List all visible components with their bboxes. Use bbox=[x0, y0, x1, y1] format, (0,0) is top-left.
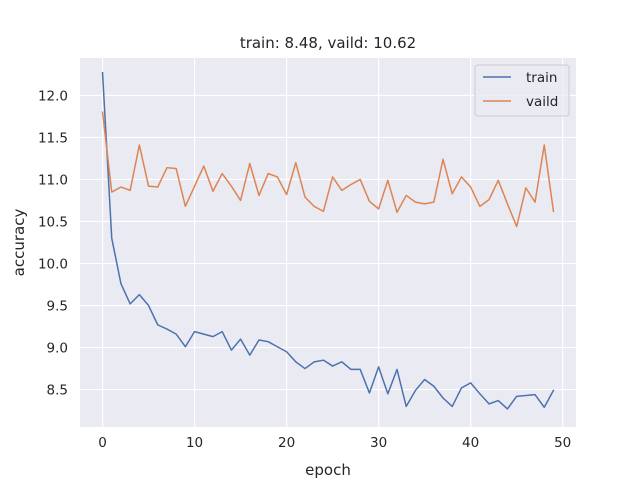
y-tick-label: 8.5 bbox=[47, 383, 68, 399]
y-axis-label: accuracy bbox=[10, 209, 28, 277]
x-axis-label: epoch bbox=[305, 461, 351, 479]
y-tick-label: 10.0 bbox=[38, 257, 68, 273]
y-tick-label: 9.0 bbox=[47, 341, 68, 357]
grid-lines bbox=[80, 58, 576, 427]
y-tick-label: 9.5 bbox=[47, 299, 68, 315]
tick-labels: 0 10 20 30 40 50 8.5 9.0 9.5 10.0 10.5 11.0 11.5 12.0 bbox=[38, 88, 571, 451]
legend: train vaild bbox=[474, 64, 570, 117]
y-tick-label: 12.0 bbox=[38, 88, 68, 104]
series-layer bbox=[101, 71, 555, 410]
chart-title: train: 8.48, vaild: 10.62 bbox=[240, 34, 416, 52]
x-tick-label: 30 bbox=[370, 435, 387, 451]
legend-label-train: train bbox=[526, 70, 557, 86]
series-line-train bbox=[101, 71, 555, 410]
x-tick-label: 40 bbox=[462, 435, 479, 451]
x-tick-label: 50 bbox=[554, 435, 571, 451]
y-tick-label: 10.5 bbox=[38, 214, 68, 230]
x-tick-label: 0 bbox=[98, 435, 107, 451]
y-tick-label: 11.0 bbox=[38, 172, 68, 188]
x-tick-label: 20 bbox=[278, 435, 295, 451]
plot-area bbox=[80, 58, 576, 427]
legend-label-vaild: vaild bbox=[526, 94, 558, 110]
x-tick-label: 10 bbox=[186, 435, 203, 451]
y-tick-label: 11.5 bbox=[38, 130, 68, 146]
series-line-vaild bbox=[101, 111, 555, 228]
